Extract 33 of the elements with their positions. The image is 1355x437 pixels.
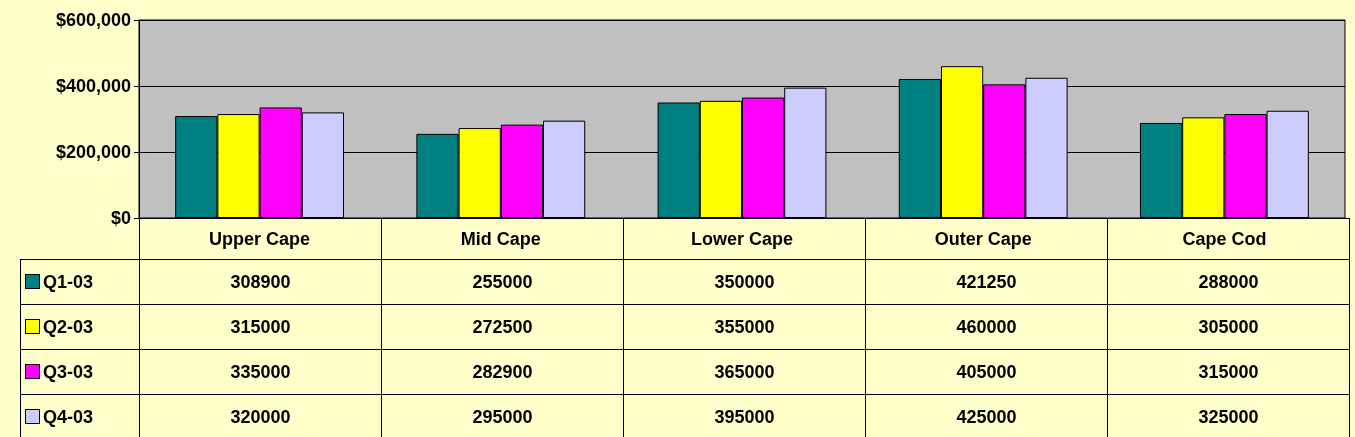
data-label: 315000 (139, 304, 382, 350)
data-label: 425000 (865, 394, 1108, 437)
x-tick-label: Cape Cod (1182, 229, 1267, 249)
y-tick-label: $200,000 (55, 142, 131, 162)
y-tick-label: $400,000 (55, 76, 131, 96)
data-label: 350000 (623, 259, 866, 305)
data-label: 460000 (865, 304, 1108, 350)
data-label: 320000 (139, 394, 382, 437)
data-label: 315000 (1107, 349, 1350, 395)
data-label: 272500 (381, 304, 624, 350)
y-tick-label: $0 (110, 208, 131, 228)
data-label: 365000 (623, 349, 866, 395)
data-label: 305000 (1107, 304, 1350, 350)
data-label: 335000 (139, 349, 382, 395)
data-label: 255000 (381, 259, 624, 305)
x-tick-label: Upper Cape (209, 229, 311, 249)
data-label: 405000 (865, 349, 1108, 395)
data-label: 282900 (381, 349, 624, 395)
data-label: 295000 (381, 394, 624, 437)
data-label: 421250 (865, 259, 1108, 305)
data-label: 395000 (623, 394, 866, 437)
x-tick-label: Outer Cape (934, 229, 1032, 249)
legend-label: Q3-03 (20, 349, 140, 395)
data-label: 288000 (1107, 259, 1350, 305)
data-label: 308900 (139, 259, 382, 305)
data-label: 325000 (1107, 394, 1350, 437)
legend-label: Q2-03 (20, 304, 140, 350)
x-tick-label: Mid Cape (460, 229, 541, 249)
legend-label: Q4-03 (20, 394, 140, 437)
legend-label: Q1-03 (20, 259, 140, 305)
x-tick-label: Lower Cape (690, 229, 794, 249)
data-label: 355000 (623, 304, 866, 350)
y-tick-label: $600,000 (55, 10, 131, 30)
